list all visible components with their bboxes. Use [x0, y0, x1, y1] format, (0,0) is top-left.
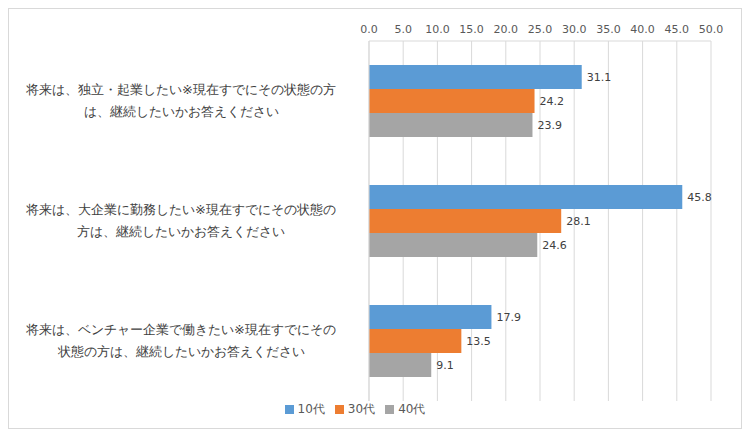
- svg-text:5.0: 5.0: [394, 23, 412, 36]
- svg-text:将来は、大企業に勤務したい※現在すでにその状態の方は、継続し: 将来は、大企業に勤務したい※現在すでにその状態の方は、継続したいかお答えください: [25, 202, 336, 239]
- svg-text:50.0: 50.0: [699, 23, 724, 36]
- svg-text:24.6: 24.6: [542, 239, 567, 252]
- svg-text:28.1: 28.1: [566, 215, 591, 228]
- svg-text:24.2: 24.2: [540, 95, 565, 108]
- svg-text:将来は、ベンチャー企業で働きたい※現在すでにその状態の方は、: 将来は、ベンチャー企業で働きたい※現在すでにその状態の方は、継続したいかお答えく…: [25, 322, 336, 359]
- svg-text:23.9: 23.9: [537, 119, 562, 132]
- svg-text:9.1: 9.1: [436, 359, 454, 372]
- html-text:30代: 30代: [347, 402, 376, 416]
- svg-text:45.0: 45.0: [665, 23, 690, 36]
- svg-text:20.0: 20.0: [494, 23, 519, 36]
- svg-text:30.0: 30.0: [562, 23, 587, 36]
- svg-text:17.9: 17.9: [496, 311, 521, 324]
- html-text:10代: 10代: [297, 402, 325, 416]
- html-text:40代: 40代: [398, 402, 426, 416]
- svg-text:40.0: 40.0: [630, 23, 655, 36]
- svg-text:25.0: 25.0: [528, 23, 553, 36]
- svg-text:15.0: 15.0: [459, 23, 484, 36]
- svg-text:将来は、独立・起業したい※現在すでにその状態の方は、継続した: 将来は、独立・起業したい※現在すでにその状態の方は、継続したいかお答えください: [25, 82, 336, 119]
- svg-text:45.8: 45.8: [687, 191, 712, 204]
- svg-text:13.5: 13.5: [466, 335, 491, 348]
- svg-text:31.1: 31.1: [587, 71, 612, 84]
- svg-text:0.0: 0.0: [360, 23, 378, 36]
- svg-text:35.0: 35.0: [596, 23, 621, 36]
- svg-text:10.0: 10.0: [425, 23, 450, 36]
